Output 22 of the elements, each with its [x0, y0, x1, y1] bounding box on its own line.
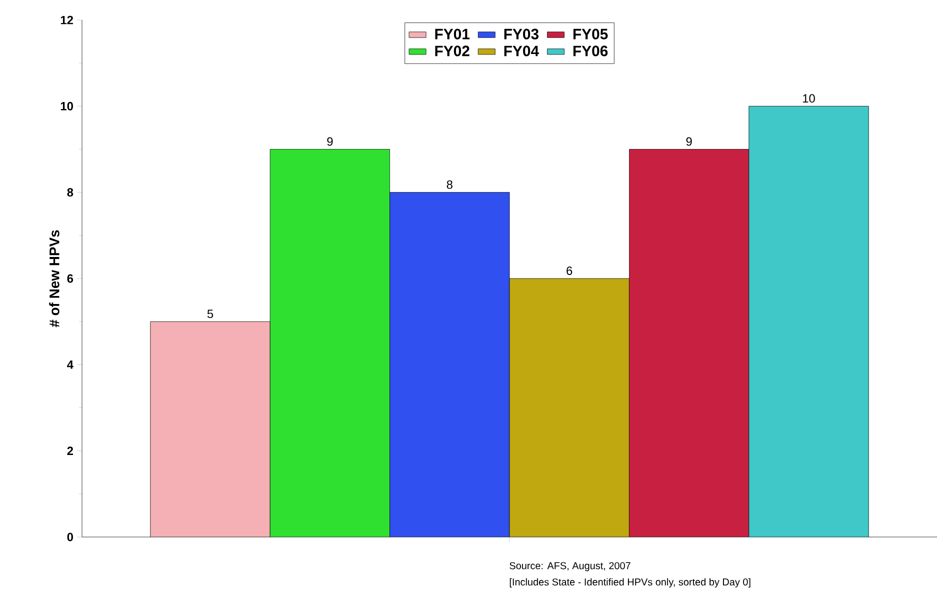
data-label: 5	[207, 310, 214, 318]
data-label: 10	[803, 94, 815, 103]
data-label: 9	[686, 137, 692, 146]
y-tick-label: 8	[67, 188, 74, 197]
y-tick-label: 12	[60, 16, 73, 24]
legend-label: FY01	[435, 28, 470, 40]
y-tick-label: 4	[67, 360, 74, 369]
y-tick-label: 0	[67, 532, 73, 542]
legend-label: FY04	[504, 46, 539, 56]
y-tick-label: 10	[60, 102, 73, 110]
data-label: 8	[446, 180, 452, 189]
data-label: 9	[327, 137, 333, 146]
source-note: Source: AFS, August, 2007	[510, 562, 630, 572]
y-axis-title: # of New HPVs	[49, 230, 60, 328]
text: [Includes State - Identified HPVs only, sorted by Day 0]	[510, 578, 750, 588]
legend-label: FY03	[504, 28, 539, 40]
y-tick-label: 6	[67, 274, 74, 283]
legend-label: FY06	[573, 46, 608, 56]
legend-label: FY02	[435, 46, 470, 56]
legend-label: FY05	[573, 28, 608, 40]
y-tick-label: 2	[67, 446, 73, 456]
data-label: 6	[566, 266, 572, 275]
